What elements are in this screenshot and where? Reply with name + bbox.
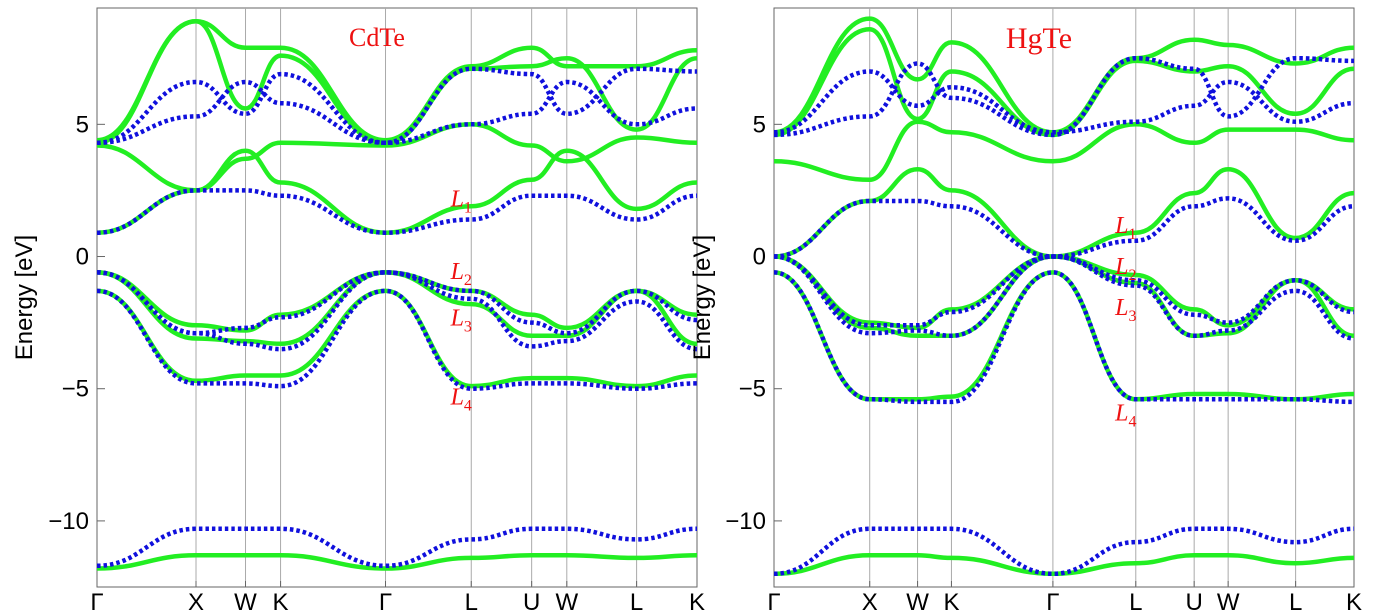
x-tick-label: U <box>523 589 540 614</box>
y-tick-label: 5 <box>76 111 89 138</box>
band-line-green <box>774 270 1354 402</box>
x-tick-label: X <box>188 589 204 614</box>
x-tick-label: K <box>1346 589 1362 614</box>
band-annotation: L2 <box>1114 254 1136 284</box>
y-tick-label: −5 <box>62 376 89 403</box>
plot-area <box>774 16 1354 577</box>
band-line-green <box>774 553 1354 577</box>
x-tick-label: W <box>234 589 257 614</box>
x-tick-label: L <box>630 589 643 614</box>
x-tick-label: L <box>1289 589 1302 614</box>
x-tick-label: W <box>555 589 578 614</box>
band-line-blue-dotted <box>774 526 1354 577</box>
plot-frame <box>773 7 1355 588</box>
band-line-green <box>774 254 1354 331</box>
y-tick-label: 5 <box>753 111 766 138</box>
band-annotation: L3 <box>450 305 472 335</box>
band-line-blue-dotted <box>774 254 1354 341</box>
panel-title: CdTe <box>349 23 405 52</box>
y-axis-label: Energy [eV] <box>11 235 38 360</box>
x-tick-label: U <box>1185 589 1202 614</box>
band-line-blue-dotted <box>97 288 697 391</box>
band-annotation: L4 <box>1114 401 1136 431</box>
band-annotation: L1 <box>1114 213 1136 243</box>
x-tick-label: W <box>1217 589 1240 614</box>
x-tick-label: K <box>273 589 289 614</box>
y-tick-label: 0 <box>753 244 766 271</box>
x-tick-label: L <box>1129 589 1142 614</box>
plot-frame <box>96 7 698 588</box>
band-line-green <box>774 119 1354 183</box>
x-tick-label: Γ <box>90 589 103 614</box>
band-line-blue-dotted <box>97 71 697 146</box>
band-line-green <box>774 167 1354 259</box>
y-tick-label: −10 <box>725 508 766 535</box>
panel-title: HgTe <box>1006 22 1072 55</box>
x-tick-label: X <box>862 589 878 614</box>
y-tick-label: −5 <box>739 376 766 403</box>
y-axis-label: Energy [eV] <box>689 235 716 360</box>
band-line-green <box>97 270 697 333</box>
band-line-green <box>97 553 697 571</box>
y-tick-label: 0 <box>76 244 89 271</box>
band-annotation: L1 <box>450 186 472 216</box>
band-line-blue-dotted <box>97 526 697 569</box>
x-tick-label: K <box>689 589 705 614</box>
band-line-blue-dotted <box>97 270 697 352</box>
band-line-blue-dotted <box>97 188 697 235</box>
band-line-blue-dotted <box>774 196 1354 259</box>
band-line-blue-dotted <box>774 270 1354 405</box>
x-tick-label: W <box>906 589 929 614</box>
band-line-green <box>97 18 697 146</box>
band-annotation: L4 <box>450 385 472 415</box>
x-tick-label: Γ <box>1046 589 1059 614</box>
band-line-green <box>97 288 697 389</box>
plot-area <box>97 18 697 571</box>
x-tick-label: Γ <box>379 589 392 614</box>
band-line-green <box>97 18 697 143</box>
x-tick-label: L <box>465 589 478 614</box>
x-tick-label: Γ <box>767 589 780 614</box>
x-tick-label: K <box>943 589 959 614</box>
band-annotation: L2 <box>450 259 472 289</box>
band-line-blue-dotted <box>774 254 1354 328</box>
band-line-blue-dotted <box>97 270 697 336</box>
band-annotation: L3 <box>1114 295 1136 325</box>
y-tick-label: −10 <box>48 508 89 535</box>
band-line-green <box>97 122 697 193</box>
